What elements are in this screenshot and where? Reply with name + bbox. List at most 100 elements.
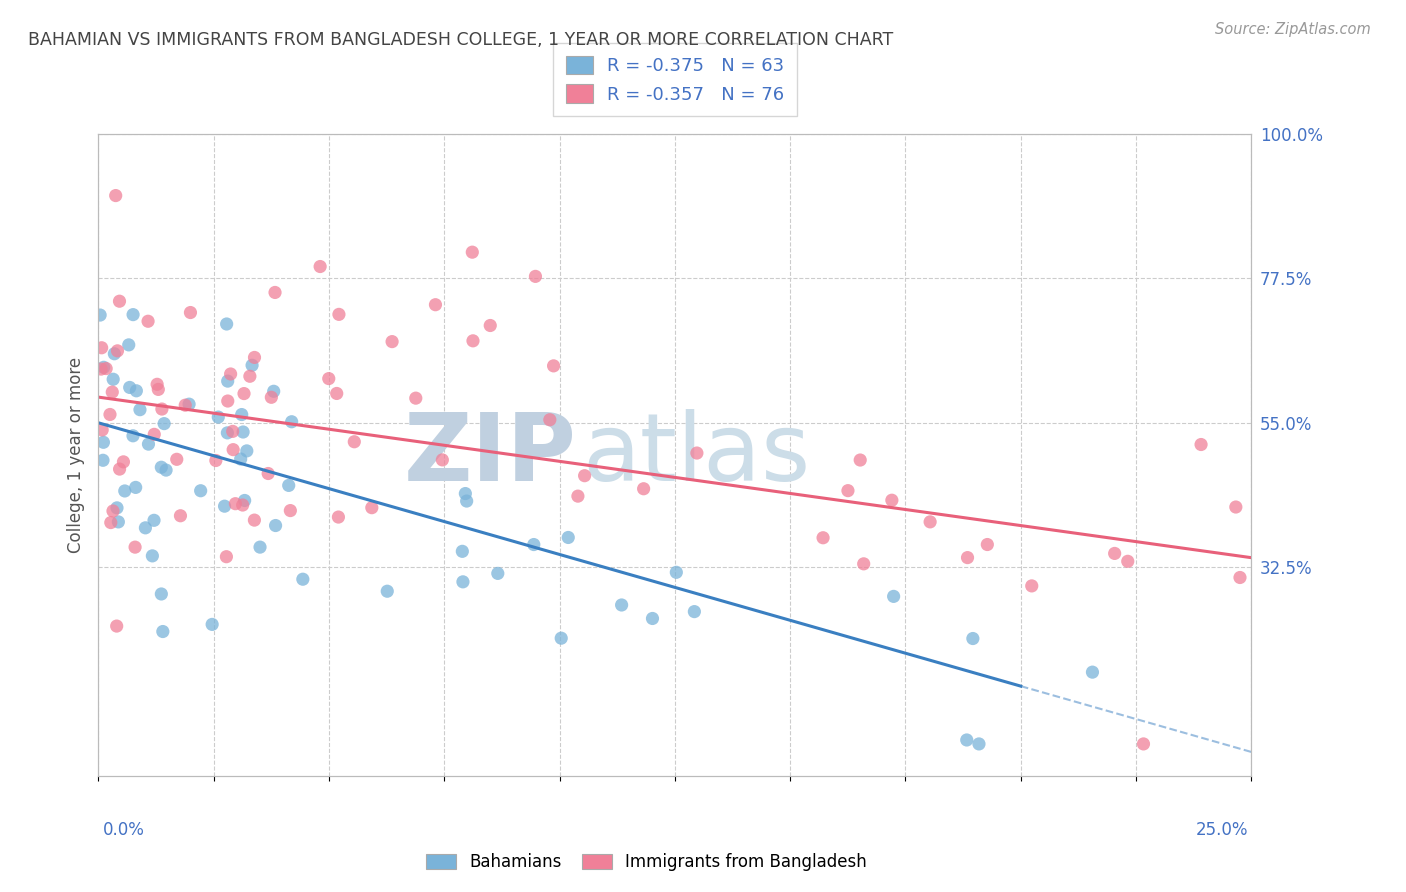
Point	[263, 384, 285, 399]
Point	[432, 453, 454, 467]
Point	[543, 359, 565, 373]
Point	[1132, 737, 1154, 751]
Point	[641, 611, 664, 625]
Point	[811, 531, 834, 545]
Point	[461, 334, 484, 348]
Point	[112, 455, 135, 469]
Text: 0.0%: 0.0%	[103, 821, 145, 838]
Point	[683, 605, 706, 619]
Point	[125, 384, 148, 398]
Point	[190, 483, 212, 498]
Y-axis label: College, 1 year or more: College, 1 year or more	[66, 357, 84, 553]
Point	[118, 338, 141, 352]
Point	[122, 308, 145, 322]
Point	[174, 398, 197, 412]
Point	[100, 516, 122, 530]
Point	[101, 385, 124, 400]
Point	[233, 386, 256, 401]
Point	[229, 452, 252, 467]
Point	[956, 733, 979, 747]
Point	[89, 308, 111, 322]
Point	[217, 394, 239, 409]
Point	[956, 550, 979, 565]
Point	[217, 374, 239, 388]
Point	[967, 737, 990, 751]
Text: Source: ZipAtlas.com: Source: ZipAtlas.com	[1215, 22, 1371, 37]
Point	[883, 590, 905, 604]
Point	[94, 361, 117, 376]
Point	[108, 462, 131, 476]
Point	[1225, 500, 1247, 514]
Point	[93, 360, 115, 375]
Point	[221, 425, 243, 439]
Point	[143, 513, 166, 527]
Point	[328, 307, 350, 321]
Point	[240, 359, 263, 373]
Point	[257, 467, 280, 481]
Point	[880, 493, 903, 508]
Point	[207, 410, 229, 425]
Point	[454, 486, 477, 500]
Point	[456, 494, 478, 508]
Point	[233, 493, 256, 508]
Point	[124, 480, 146, 494]
Point	[325, 386, 347, 401]
Point	[214, 499, 236, 513]
Text: BAHAMIAN VS IMMIGRANTS FROM BANGLADESH COLLEGE, 1 YEAR OR MORE CORRELATION CHART: BAHAMIAN VS IMMIGRANTS FROM BANGLADESH C…	[28, 31, 893, 49]
Point	[920, 515, 942, 529]
Point	[962, 632, 984, 646]
Point	[105, 500, 128, 515]
Point	[260, 390, 283, 404]
Point	[665, 566, 688, 580]
Point	[1104, 546, 1126, 560]
Point	[239, 369, 262, 384]
Point	[849, 453, 872, 467]
Point	[557, 531, 579, 545]
Point	[122, 429, 145, 443]
Point	[425, 298, 447, 312]
Point	[177, 397, 200, 411]
Point	[224, 497, 246, 511]
Point	[451, 544, 474, 558]
Point	[93, 435, 115, 450]
Point	[633, 482, 655, 496]
Point	[103, 347, 125, 361]
Point	[328, 510, 350, 524]
Point	[155, 463, 177, 477]
Point	[104, 188, 127, 202]
Point	[523, 537, 546, 551]
Point	[150, 587, 173, 601]
Point	[852, 557, 875, 571]
Point	[201, 617, 224, 632]
Point	[138, 437, 160, 451]
Point	[98, 408, 121, 422]
Point	[277, 478, 299, 492]
Point	[90, 341, 112, 355]
Point	[479, 318, 502, 333]
Point	[166, 452, 188, 467]
Point	[232, 498, 254, 512]
Point	[236, 443, 259, 458]
Text: 25.0%: 25.0%	[1197, 821, 1249, 838]
Point	[574, 468, 596, 483]
Point	[105, 619, 128, 633]
Point	[148, 383, 170, 397]
Point	[219, 367, 242, 381]
Point	[318, 371, 340, 385]
Point	[405, 391, 427, 405]
Point	[1021, 579, 1043, 593]
Point	[146, 377, 169, 392]
Point	[153, 417, 176, 431]
Point	[381, 334, 404, 349]
Point	[243, 513, 266, 527]
Point	[538, 413, 561, 427]
Point	[118, 380, 141, 394]
Point	[686, 446, 709, 460]
Point	[150, 460, 173, 475]
Text: atlas: atlas	[582, 409, 811, 501]
Point	[610, 598, 633, 612]
Text: ZIP: ZIP	[404, 409, 576, 501]
Point	[231, 408, 253, 422]
Point	[1081, 665, 1104, 680]
Point	[90, 362, 112, 376]
